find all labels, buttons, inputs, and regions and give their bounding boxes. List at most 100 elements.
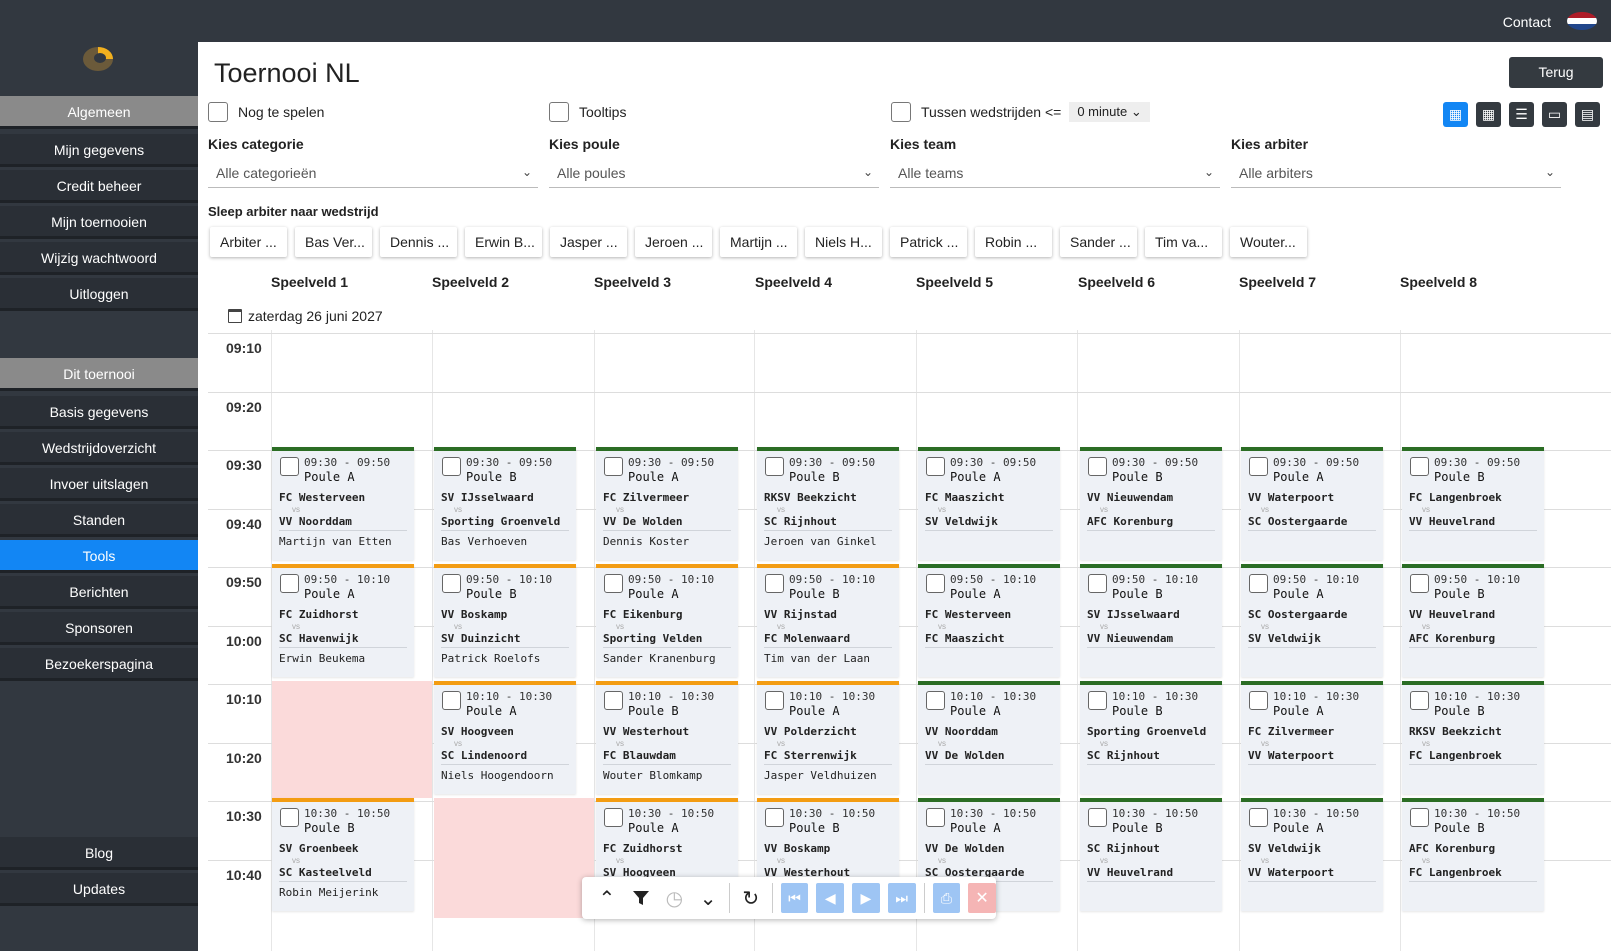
sidebar-item-berichten[interactable]: Berichten xyxy=(0,576,198,609)
sidebar-item-uitloggen[interactable]: Uitloggen xyxy=(0,278,198,311)
match-card[interactable]: 10:10 - 10:30 Poule B Sporting Groenveld vs… xyxy=(1080,681,1222,794)
chevron-up-icon[interactable]: ⌃ xyxy=(598,887,616,910)
arbiter-chip[interactable]: Martijn ... xyxy=(720,227,797,257)
match-checkbox[interactable] xyxy=(1249,808,1268,827)
sidebar-item-wedstrijdoverzicht[interactable]: Wedstrijdoverzicht xyxy=(0,432,198,465)
match-card[interactable]: 10:10 - 10:30 Poule A VV Noorddam vs VV De W… xyxy=(918,681,1060,794)
single-view-icon[interactable]: ▭ xyxy=(1542,102,1567,127)
match-checkbox[interactable] xyxy=(442,457,461,476)
match-card[interactable]: 10:10 - 10:30 Poule B RKSV Beekzicht vs FC L… xyxy=(1402,681,1544,794)
sidebar-item-basis-gegevens[interactable]: Basis gegevens xyxy=(0,396,198,429)
table-view-icon[interactable]: ▤ xyxy=(1575,102,1600,127)
match-card[interactable]: 10:10 - 10:30 Poule A SV Hoogveen vs SC Lind… xyxy=(434,681,576,794)
checkbox-box[interactable] xyxy=(891,102,911,122)
match-checkbox[interactable] xyxy=(1410,457,1429,476)
match-card[interactable]: 09:50 - 10:10 Poule B VV Heuvelrand vs AFC K… xyxy=(1402,564,1544,677)
match-checkbox[interactable] xyxy=(926,808,945,827)
match-card[interactable]: 09:30 - 09:50 Poule B SV IJsselwaard vs Spor… xyxy=(434,447,576,560)
first-page-icon[interactable]: ⏮ xyxy=(780,883,809,913)
match-card[interactable]: 09:30 - 09:50 Poule B VV Nieuwendam vs AFC K… xyxy=(1080,447,1222,560)
match-checkbox[interactable] xyxy=(1088,691,1107,710)
match-checkbox[interactable] xyxy=(280,574,299,593)
match-checkbox[interactable] xyxy=(1088,808,1107,827)
language-flag-icon[interactable] xyxy=(1567,12,1597,30)
back-button[interactable]: Terug xyxy=(1509,57,1603,88)
match-checkbox[interactable] xyxy=(442,574,461,593)
match-checkbox[interactable] xyxy=(1088,457,1107,476)
close-icon[interactable]: ✕ xyxy=(968,883,996,913)
match-checkbox[interactable] xyxy=(280,808,299,827)
match-card[interactable]: 10:30 - 10:50 Poule B AFC Korenburg vs FC La… xyxy=(1402,798,1544,911)
sidebar-item-bezoekerspagina[interactable]: Bezoekerspagina xyxy=(0,648,198,681)
match-checkbox[interactable] xyxy=(926,691,945,710)
checkbox-box[interactable] xyxy=(208,102,228,122)
match-card[interactable]: 09:30 - 09:50 Poule A FC Maaszicht vs SV Vel… xyxy=(918,447,1060,560)
match-checkbox[interactable] xyxy=(765,457,784,476)
match-card[interactable]: 10:10 - 10:30 Poule A VV Polderzicht vs FC S… xyxy=(757,681,899,794)
sidebar-item-mijn-gegevens[interactable]: Mijn gegevens xyxy=(0,134,198,167)
match-checkbox[interactable] xyxy=(765,574,784,593)
match-card[interactable]: 10:30 - 10:50 Poule B SC Rijnhout vs VV Heuv… xyxy=(1080,798,1222,911)
minute-select[interactable]: 0 minute ⌄ xyxy=(1069,102,1150,122)
nog-te-spelen-checkbox[interactable]: Nog te spelen xyxy=(208,102,324,122)
arbiter-chip[interactable]: Arbiter ... xyxy=(210,227,287,257)
match-checkbox[interactable] xyxy=(1249,691,1268,710)
match-card[interactable]: 09:50 - 10:10 Poule B SV IJsselwaard vs VV N… xyxy=(1080,564,1222,677)
print-icon[interactable]: ⎙ xyxy=(932,883,961,913)
match-card[interactable]: 09:50 - 10:10 Poule B VV Boskamp vs SV Duinz… xyxy=(434,564,576,677)
arbiter-chip[interactable]: Wouter... xyxy=(1230,227,1307,257)
match-checkbox[interactable] xyxy=(926,457,945,476)
match-card[interactable]: 09:50 - 10:10 Poule A FC Zuidhorst vs SC Hav… xyxy=(272,564,414,677)
sidebar-item-wijzig-wachtwoord[interactable]: Wijzig wachtwoord xyxy=(0,242,198,275)
arbiter-chip[interactable]: Erwin B... xyxy=(465,227,542,257)
prev-page-icon[interactable]: ◀ xyxy=(816,883,845,913)
rows-view-icon[interactable]: ☰ xyxy=(1509,102,1534,127)
arbiter-chip[interactable]: Patrick ... xyxy=(890,227,967,257)
sidebar-item-updates[interactable]: Updates xyxy=(0,873,198,906)
sidebar-item-invoer-uitslagen[interactable]: Invoer uitslagen xyxy=(0,468,198,501)
match-checkbox[interactable] xyxy=(604,808,623,827)
match-checkbox[interactable] xyxy=(1249,457,1268,476)
last-page-icon[interactable]: ⏭ xyxy=(887,883,916,913)
arbiter-chip[interactable]: Tim va... xyxy=(1145,227,1222,257)
tussen-wedstrijden-checkbox[interactable]: Tussen wedstrijden <= 0 minute ⌄ xyxy=(891,102,1150,122)
arbiter-chip[interactable]: Jeroen ... xyxy=(635,227,712,257)
match-checkbox[interactable] xyxy=(1249,574,1268,593)
sidebar-item-sponsoren[interactable]: Sponsoren xyxy=(0,612,198,645)
filter-select[interactable]: Alle teams ⌄ xyxy=(890,160,1220,188)
match-card[interactable]: 09:50 - 10:10 Poule A FC Westerveen vs FC Ma… xyxy=(918,564,1060,677)
match-checkbox[interactable] xyxy=(604,574,623,593)
match-card[interactable]: 09:30 - 09:50 Poule B RKSV Beekzicht vs SC R… xyxy=(757,447,899,560)
tooltips-checkbox[interactable]: Tooltips xyxy=(549,102,626,122)
match-checkbox[interactable] xyxy=(1410,691,1429,710)
match-checkbox[interactable] xyxy=(926,574,945,593)
match-card[interactable]: 09:30 - 09:50 Poule A VV Waterpoort vs SC Oo… xyxy=(1241,447,1383,560)
checkbox-box[interactable] xyxy=(549,102,569,122)
match-checkbox[interactable] xyxy=(765,691,784,710)
sidebar-section-dit-toernooi[interactable]: Dit toernooi xyxy=(0,358,198,391)
match-checkbox[interactable] xyxy=(1088,574,1107,593)
match-card[interactable]: 09:50 - 10:10 Poule A SC Oostergaarde vs SV … xyxy=(1241,564,1383,677)
arbiter-chip[interactable]: Niels H... xyxy=(805,227,882,257)
match-checkbox[interactable] xyxy=(604,691,623,710)
match-checkbox[interactable] xyxy=(765,808,784,827)
match-card[interactable]: 10:10 - 10:30 Poule B VV Westerhout vs FC Bl… xyxy=(596,681,738,794)
match-checkbox[interactable] xyxy=(604,457,623,476)
match-card[interactable]: 10:30 - 10:50 Poule B SV Groenbeek vs SC Kas… xyxy=(272,798,414,911)
match-card[interactable]: 10:30 - 10:50 Poule A SV Veldwijk vs VV Wate… xyxy=(1241,798,1383,911)
match-card[interactable]: 09:30 - 09:50 Poule B FC Langenbroek vs VV H… xyxy=(1402,447,1544,560)
contact-link[interactable]: Contact xyxy=(1502,14,1551,30)
sidebar-item-tools[interactable]: Tools xyxy=(0,540,198,573)
match-checkbox[interactable] xyxy=(442,691,461,710)
grid-small-view-icon[interactable]: ▦ xyxy=(1476,102,1501,127)
filter-select[interactable]: Alle arbiters ⌄ xyxy=(1231,160,1561,188)
next-page-icon[interactable]: ▶ xyxy=(852,883,880,913)
sidebar-item-mijn-toernooien[interactable]: Mijn toernooien xyxy=(0,206,198,239)
match-card[interactable]: 09:50 - 10:10 Poule A FC Eikenburg vs Sporti… xyxy=(596,564,738,677)
sidebar-item-standen[interactable]: Standen xyxy=(0,504,198,537)
match-card[interactable]: 09:30 - 09:50 Poule A FC Zilvermeer vs VV De… xyxy=(596,447,738,560)
clock-icon[interactable]: ◷ xyxy=(665,887,684,910)
arbiter-chip[interactable]: Jasper ... xyxy=(550,227,627,257)
match-card[interactable]: 10:10 - 10:30 Poule A FC Zilvermeer vs VV Wa… xyxy=(1241,681,1383,794)
chevron-down-icon[interactable]: ⌄ xyxy=(699,887,717,910)
